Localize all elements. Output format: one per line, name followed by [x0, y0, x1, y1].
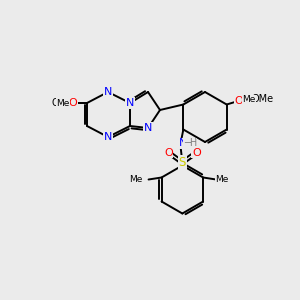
Text: O: O — [192, 148, 201, 158]
Text: Me: Me — [129, 175, 142, 184]
Text: N: N — [104, 132, 112, 142]
Text: N: N — [179, 139, 188, 148]
Text: ─H: ─H — [184, 139, 197, 148]
Text: N: N — [144, 123, 152, 133]
Text: O: O — [69, 98, 77, 108]
Text: OMe: OMe — [252, 94, 274, 104]
Text: S: S — [179, 156, 186, 169]
Text: N: N — [104, 87, 112, 97]
Text: OMe: OMe — [52, 98, 74, 108]
Text: O: O — [234, 95, 243, 106]
Text: N: N — [126, 98, 134, 108]
Text: O: O — [164, 148, 173, 158]
Text: Me: Me — [242, 95, 255, 104]
Text: Me: Me — [56, 98, 70, 107]
Text: Me: Me — [215, 175, 229, 184]
